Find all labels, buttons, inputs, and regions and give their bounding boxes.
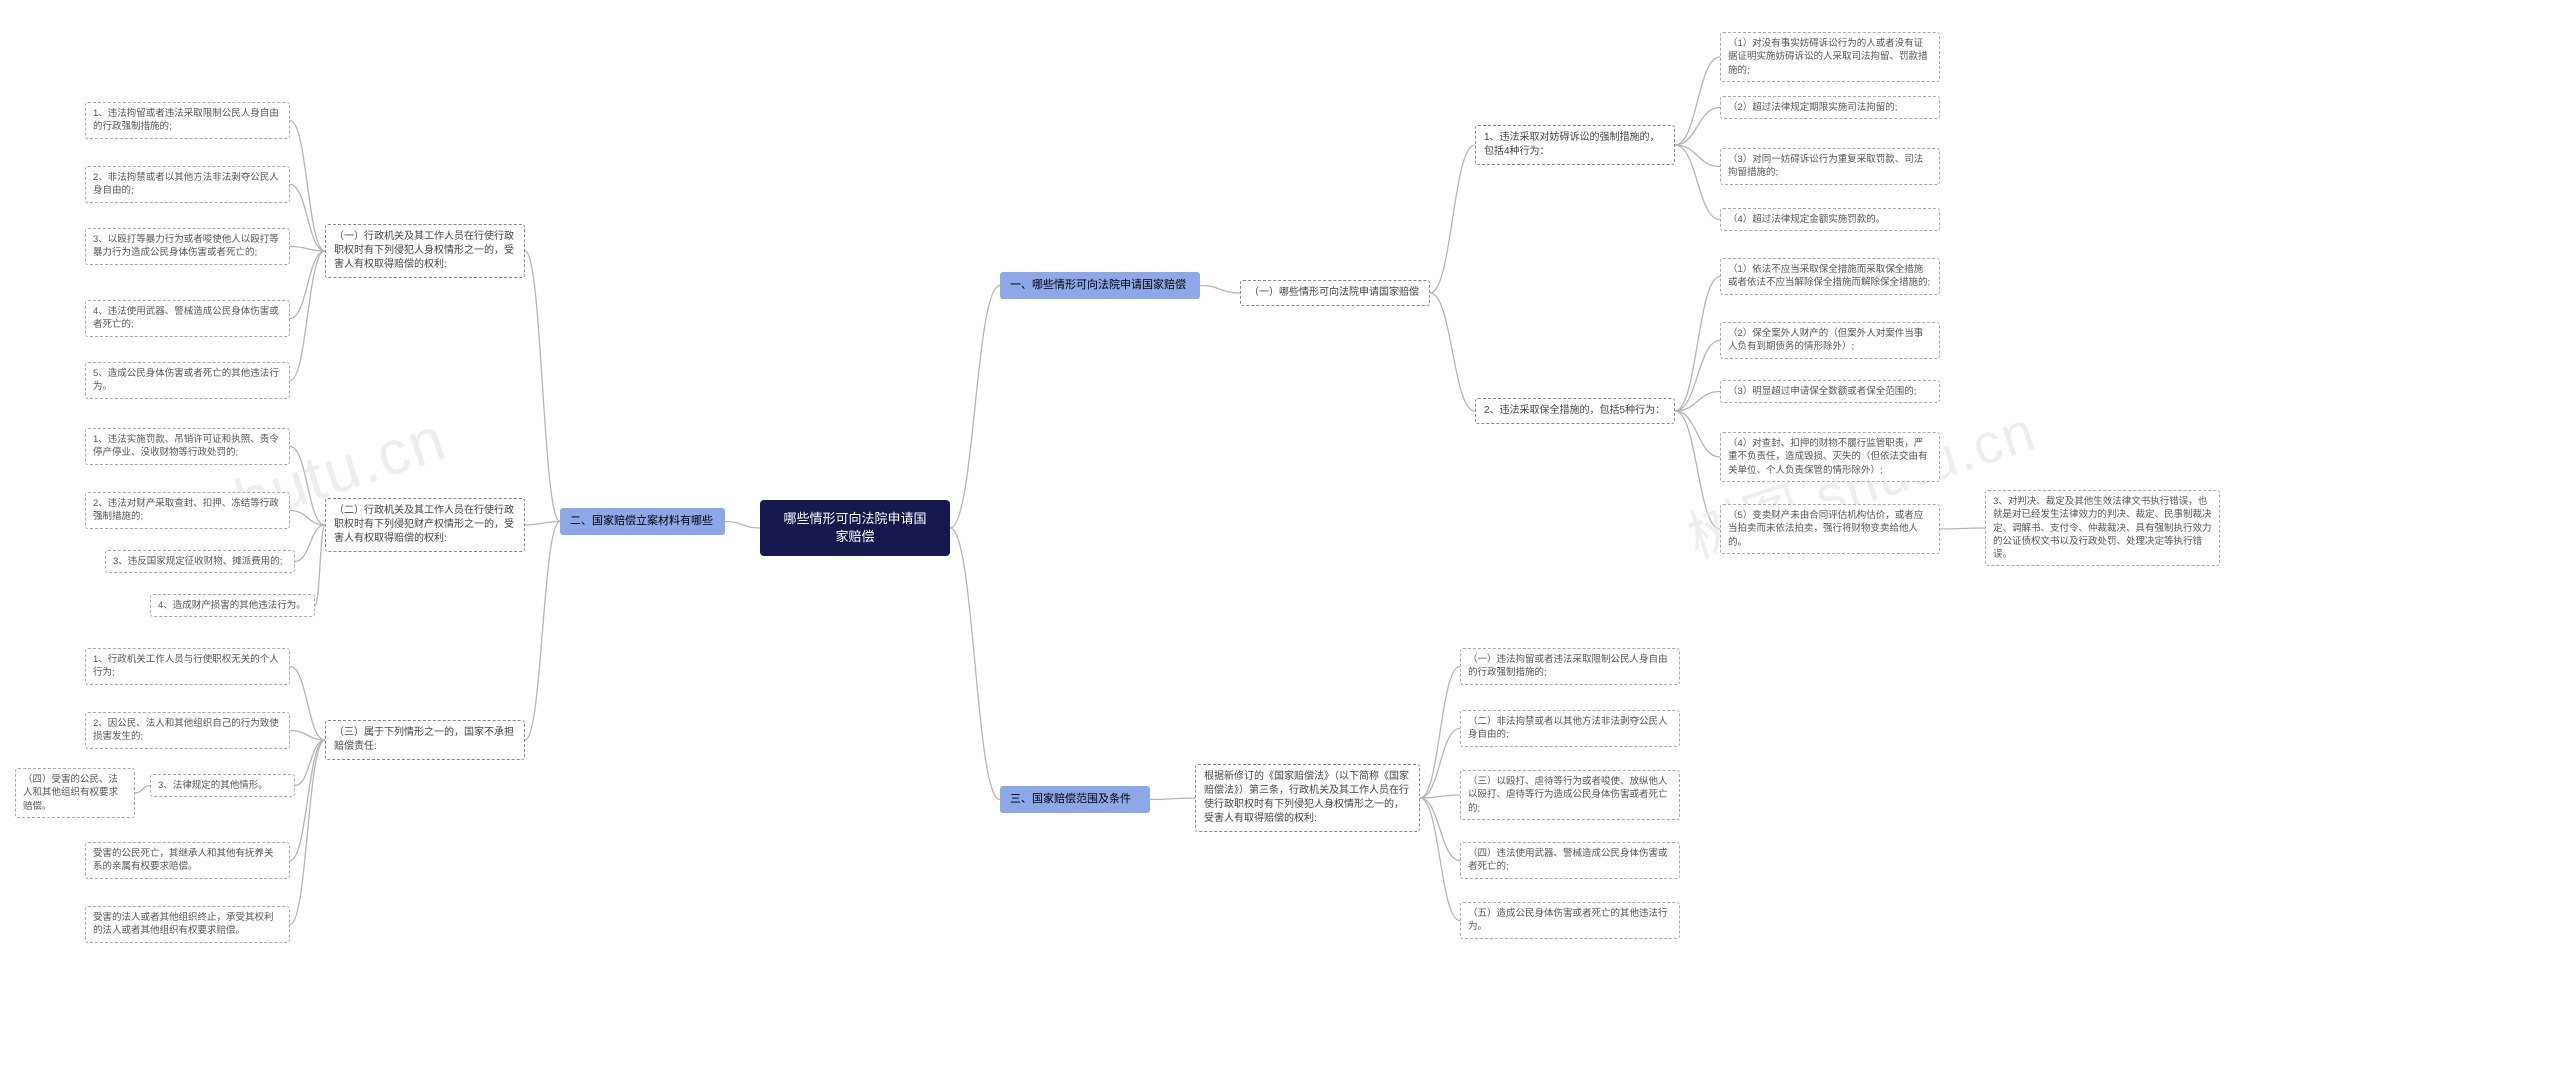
s1-g2-item1: （1）依法不应当采取保全措施而采取保全措施或者依法不应当解除保全措施而解除保全措… [1720,258,1940,295]
s3-item4: （四）违法使用武器、警械造成公民身体伤害或者死亡的; [1460,842,1680,879]
s1-g2-item5: （5）变卖财产未由合同评估机构估价，或者应当拍卖而未依法拍卖，强行将财物变卖给他… [1720,504,1940,554]
s2-sub1-item2: 2、非法拘禁或者以其他方法非法剥夺公民人身自由的; [85,166,290,203]
s1-g1-item4: （4）超过法律规定金额实施罚款的。 [1720,208,1940,231]
s1-g1-item1: （1）对没有事实妨碍诉讼行为的人或者没有证据证明实施妨碍诉讼的人采取司法拘留、罚… [1720,32,1940,82]
s1-group2: 2、违法采取保全措施的，包括5种行为： [1475,398,1675,424]
s2-sub2: （二）行政机关及其工作人员在行使行政职权时有下列侵犯财产权情形之一的，受害人有权… [325,498,525,552]
root-node: 哪些情形可向法院申请国家赔偿 [760,500,950,556]
s2-sub1-item1: 1、违法拘留或者违法采取限制公民人身自由的行政强制措施的; [85,102,290,139]
s2-sub2-item3: 3、违反国家规定征收财物、摊派费用的; [105,550,295,573]
s1-g2-item2: （2）保全案外人财产的（但案外人对案件当事人负有到期债务的情形除外）; [1720,322,1940,359]
section-3-sub: 根据新修订的《国家赔偿法》（以下简称《国家赔偿法》）第三条，行政机关及其工作人员… [1195,764,1420,832]
s2-sub1-item4: 4、违法使用武器、警械造成公民身体伤害或者死亡的; [85,300,290,337]
section-3: 三、国家赔偿范围及条件 [1000,786,1150,813]
s1-g2-item5-tail: 3、对判决、裁定及其他生效法律文书执行错误，也就是对已经发生法律效力的判决、裁定… [1985,490,2220,566]
section-2: 二、国家赔偿立案材料有哪些 [560,508,725,535]
s2-sub3-extra1: 受害的公民死亡，其继承人和其他有抚养关系的亲属有权要求赔偿。 [85,842,290,879]
s3-item3: （三）以殴打、虐待等行为或者唆使、放纵他人以殴打、虐待等行为造成公民身体伤害或者… [1460,770,1680,820]
section-1: 一、哪些情形可向法院申请国家赔偿 [1000,272,1200,299]
s2-sub3-item3-tail: （四）受害的公民、法人和其他组织有权要求赔偿。 [15,768,135,818]
s3-item2: （二）非法拘禁或者以其他方法非法剥夺公民人身自由的; [1460,710,1680,747]
s2-sub3-item3: 3、法律规定的其他情形。 [150,774,295,797]
s1-g2-item4: （4）对查封、扣押的财物不履行监管职责，严重不负责任，造成毁损、灭失的（但依法交… [1720,432,1940,482]
s1-g1-item2: （2）超过法律规定期限实施司法拘留的; [1720,96,1940,119]
s2-sub3-item2: 2、因公民、法人和其他组织自己的行为致使损害发生的; [85,712,290,749]
s1-g1-item3: （3）对同一妨碍诉讼行为重复采取罚款、司法拘留措施的; [1720,148,1940,185]
s2-sub3-extra2: 受害的法人或者其他组织终止，承受其权利的法人或者其他组织有权要求赔偿。 [85,906,290,943]
s2-sub2-item2: 2、违法对财产采取查封、扣押、冻结等行政强制措施的; [85,492,290,529]
s3-item5: （五）造成公民身体伤害或者死亡的其他违法行为。 [1460,902,1680,939]
s2-sub3: （三）属于下列情形之一的，国家不承担赔偿责任: [325,720,525,760]
s2-sub2-item1: 1、违法实施罚款、吊销许可证和执照、责令停产停业、没收财物等行政处罚的; [85,428,290,465]
s3-item1: （一）违法拘留或者违法采取限制公民人身自由的行政强制措施的; [1460,648,1680,685]
s2-sub2-item4: 4、造成财产损害的其他违法行为。 [150,594,315,617]
section-1-sub: （一）哪些情形可向法院申请国家赔偿 [1240,280,1430,306]
s1-group1: 1、违法采取对妨碍诉讼的强制措施的，包括4种行为： [1475,125,1675,165]
s1-g2-item3: （3）明显超过申请保全数额或者保全范围的; [1720,380,1940,403]
s2-sub1-item3: 3、以殴打等暴力行为或者唆使他人以殴打等暴力行为造成公民身体伤害或者死亡的; [85,228,290,265]
s2-sub1-item5: 5、造成公民身体伤害或者死亡的其他违法行为。 [85,362,290,399]
s2-sub1: （一）行政机关及其工作人员在行使行政职权时有下列侵犯人身权情形之一的，受害人有权… [325,224,525,278]
s2-sub3-item1: 1、行政机关工作人员与行使职权无关的个人行为; [85,648,290,685]
